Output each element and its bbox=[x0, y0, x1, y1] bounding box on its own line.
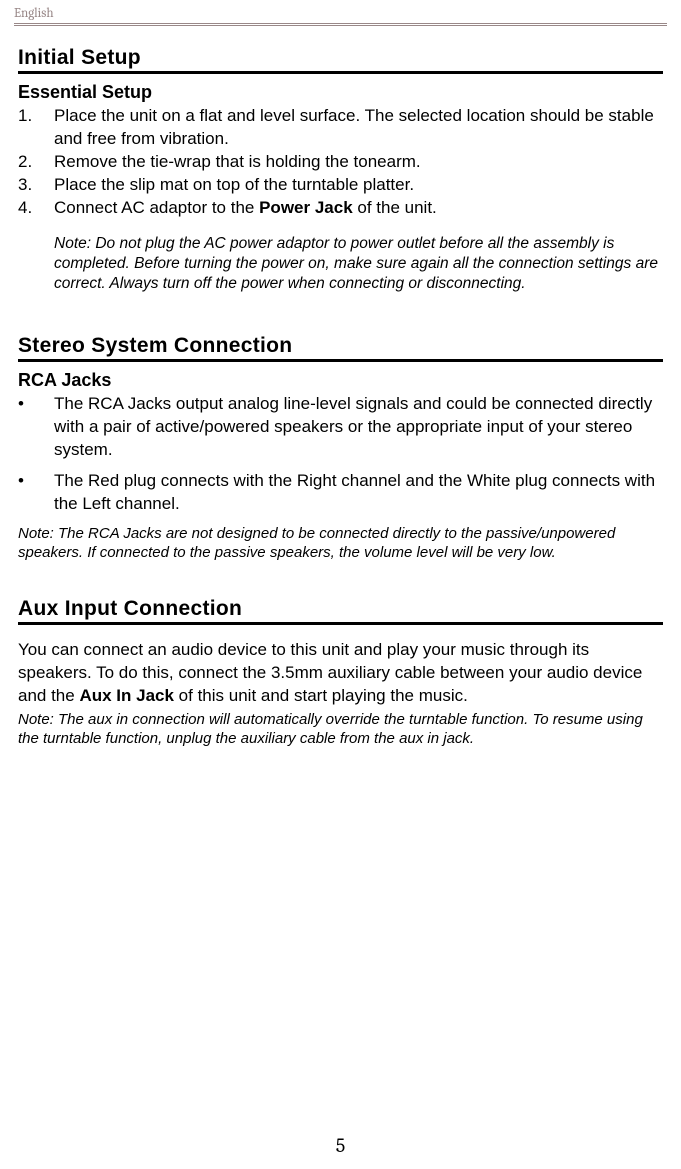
list-text: The RCA Jacks output analog line-level s… bbox=[54, 394, 652, 459]
list-text: Connect AC adaptor to the bbox=[54, 198, 259, 217]
bullet-icon: • bbox=[18, 393, 24, 416]
list-item: • The RCA Jacks output analog line-level… bbox=[18, 393, 663, 462]
subsection-title-rca-jacks: RCA Jacks bbox=[18, 370, 663, 391]
section-title-aux-input: Aux Input Connection bbox=[18, 597, 663, 625]
list-item: 3. Place the slip mat on top of the turn… bbox=[18, 174, 663, 197]
note-initial-setup: Note: Do not plug the AC power adaptor t… bbox=[18, 234, 663, 294]
page-number: 5 bbox=[0, 1134, 681, 1157]
list-text-after: of the unit. bbox=[353, 198, 437, 217]
section-initial-setup: Initial Setup Essential Setup 1. Place t… bbox=[18, 46, 663, 294]
rca-jacks-list: • The RCA Jacks output analog line-level… bbox=[18, 393, 663, 516]
list-item: 2. Remove the tie-wrap that is holding t… bbox=[18, 151, 663, 174]
list-item: 1. Place the unit on a flat and level su… bbox=[18, 105, 663, 151]
list-text: The Red plug connects with the Right cha… bbox=[54, 471, 655, 513]
note-stereo-system: Note: The RCA Jacks are not designed to … bbox=[18, 524, 663, 563]
list-text: Place the slip mat on top of the turntab… bbox=[54, 175, 414, 194]
list-item: 4. Connect AC adaptor to the Power Jack … bbox=[18, 197, 663, 220]
page-header-language: English bbox=[0, 0, 681, 23]
header-divider bbox=[14, 23, 667, 26]
list-number: 3. bbox=[18, 174, 32, 197]
list-item: • The Red plug connects with the Right c… bbox=[18, 470, 663, 516]
body-text-after: of this unit and start playing the music… bbox=[174, 686, 468, 705]
bullet-icon: • bbox=[18, 470, 24, 493]
list-text-bold: Power Jack bbox=[259, 198, 353, 217]
body-text-bold: Aux In Jack bbox=[79, 686, 174, 705]
list-number: 4. bbox=[18, 197, 32, 220]
list-text: Remove the tie-wrap that is holding the … bbox=[54, 152, 421, 171]
section-title-stereo-system: Stereo System Connection bbox=[18, 334, 663, 362]
section-gap bbox=[18, 294, 663, 334]
note-aux-input: Note: The aux in connection will automat… bbox=[18, 710, 663, 749]
section-title-initial-setup: Initial Setup bbox=[18, 46, 663, 74]
aux-input-body: You can connect an audio device to this … bbox=[18, 639, 663, 708]
section-aux-input: Aux Input Connection You can connect an … bbox=[18, 597, 663, 749]
page-content: Initial Setup Essential Setup 1. Place t… bbox=[0, 30, 681, 749]
subsection-title-essential-setup: Essential Setup bbox=[18, 82, 663, 103]
section-gap bbox=[18, 563, 663, 597]
list-number: 1. bbox=[18, 105, 32, 128]
list-number: 2. bbox=[18, 151, 32, 174]
essential-setup-list: 1. Place the unit on a flat and level su… bbox=[18, 105, 663, 220]
section-stereo-system: Stereo System Connection RCA Jacks • The… bbox=[18, 334, 663, 563]
list-text: Place the unit on a flat and level surfa… bbox=[54, 106, 654, 148]
